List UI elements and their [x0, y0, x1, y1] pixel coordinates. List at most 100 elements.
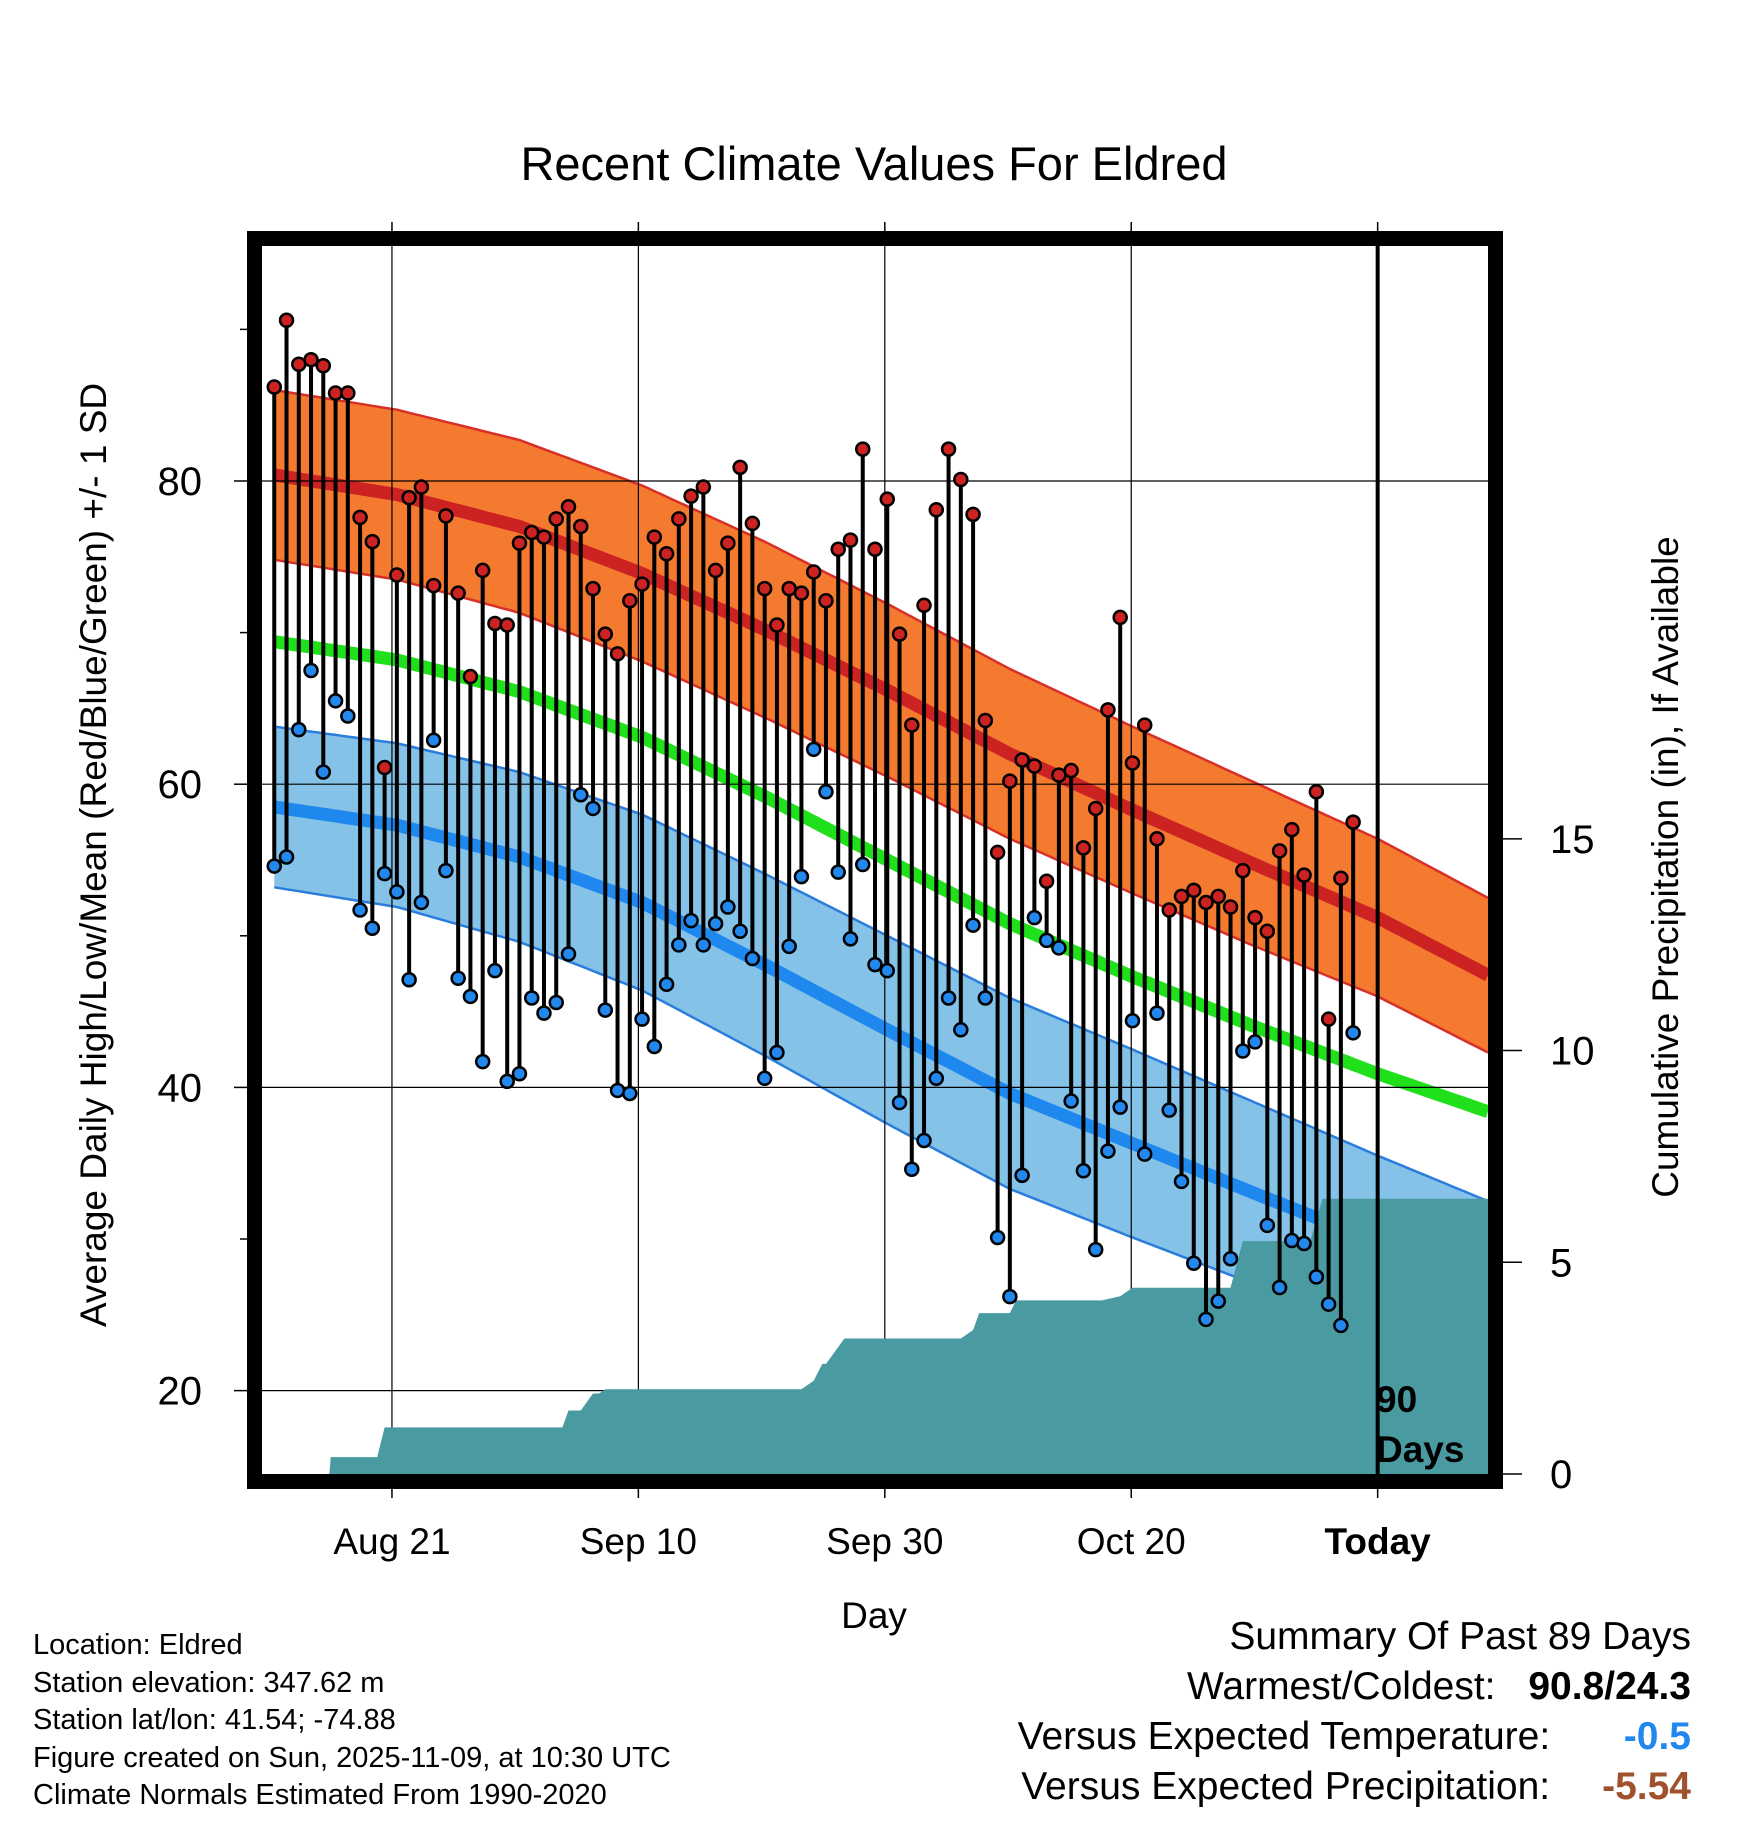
- daily-low-point: [438, 862, 454, 879]
- daily-high-point: [438, 508, 454, 524]
- daily-low-point: [573, 787, 589, 803]
- daily-high-point: [474, 562, 491, 579]
- daily-high-point: [1222, 899, 1239, 915]
- low-sd-upper-edge: [274, 725, 1488, 1203]
- daily-high-point: [1038, 873, 1055, 889]
- daily-low-point: [1235, 1043, 1251, 1059]
- y2-tick-label: 0: [1550, 1453, 1572, 1497]
- daily-high-point: [1284, 821, 1300, 838]
- daily-high-point: [1002, 773, 1018, 789]
- daily-low-point: [1063, 1093, 1079, 1109]
- daily-high-point: [1173, 888, 1190, 905]
- station-info: Location: Eldred Station elevation: 347.…: [33, 1627, 671, 1815]
- daily-low-point: [634, 1011, 650, 1027]
- daily-low-point: [1136, 1146, 1153, 1162]
- daily-high-point: [1247, 909, 1263, 926]
- daily-low-point: [818, 784, 834, 800]
- daily-high-point: [1063, 762, 1079, 779]
- normal-high-line: [273, 468, 1488, 981]
- daily-low-point: [793, 868, 810, 885]
- cumulative-precip-area: [274, 1198, 1488, 1474]
- daily-low-point: [1112, 1099, 1128, 1115]
- daily-low-point: [940, 990, 957, 1006]
- daily-high-point: [1333, 870, 1349, 886]
- today-days-label-2: Days: [1376, 1429, 1464, 1470]
- info-elevation: Station elevation: 347.62 m: [33, 1666, 385, 1699]
- summary-temp-label: Versus Expected Temperature:: [1017, 1715, 1551, 1758]
- daily-high-point: [658, 546, 675, 562]
- daily-low-point: [1271, 1279, 1288, 1296]
- daily-high-point: [487, 615, 503, 632]
- daily-low-point: [1173, 1173, 1190, 1190]
- daily-low-point: [1198, 1311, 1214, 1328]
- daily-low-point: [474, 1053, 491, 1070]
- daily-low-point: [597, 1002, 614, 1018]
- x-axis-label: Day: [841, 1595, 907, 1636]
- summary-warmest-value: 90.8/24.3: [1528, 1665, 1691, 1708]
- daily-high-point: [1136, 717, 1153, 733]
- daily-high-point: [1271, 843, 1288, 859]
- daily-high-point: [499, 617, 515, 633]
- x-tick-label: Sep 10: [580, 1521, 697, 1562]
- daily-low-point: [989, 1229, 1006, 1246]
- daily-high-point: [352, 509, 368, 526]
- daily-high-point: [1026, 758, 1043, 774]
- daily-high-point: [891, 626, 908, 642]
- daily-low-point: [622, 1085, 638, 1102]
- daily-low-point: [1210, 1293, 1227, 1309]
- daily-high-point: [683, 488, 699, 504]
- daily-high-point: [904, 717, 920, 733]
- daily-low-point: [401, 972, 417, 988]
- y-axis-label: Average Daily High/Low/Mean (Red/Blue/Gr…: [73, 383, 114, 1327]
- daily-high-point: [1161, 902, 1177, 918]
- info-normals: Climate Normals Estimated From 1990-2020: [33, 1779, 607, 1811]
- daily-low-point: [842, 931, 859, 947]
- daily-low-point: [278, 849, 295, 865]
- high-sd-upper-edge: [274, 388, 1488, 899]
- y2-tick-label: 10: [1550, 1030, 1595, 1074]
- daily-low-point: [1087, 1241, 1104, 1258]
- daily-low-point: [953, 1022, 969, 1038]
- daily-low-point: [303, 662, 319, 679]
- daily-low-point: [695, 937, 712, 953]
- daily-low-point: [1124, 1012, 1141, 1029]
- daily-low-point: [425, 732, 442, 748]
- summary-precip-value: -5.54: [1602, 1765, 1691, 1808]
- daily-low-point: [658, 976, 675, 993]
- daily-low-point: [1100, 1143, 1116, 1159]
- daily-low-point: [1320, 1296, 1337, 1312]
- daily-high-point: [1308, 784, 1325, 800]
- daily-low-point: [965, 917, 981, 933]
- daily-low-point: [315, 764, 332, 780]
- daily-high-point: [646, 529, 663, 545]
- daily-low-point: [340, 708, 356, 724]
- daily-high-point: [450, 585, 466, 601]
- daily-low-point: [1333, 1317, 1349, 1334]
- daily-low-point: [462, 988, 479, 1005]
- daily-high-point: [1075, 840, 1092, 856]
- daily-high-point: [536, 529, 552, 545]
- high-sd-lower-edge: [274, 558, 1488, 1054]
- daily-low-point: [891, 1094, 908, 1111]
- daily-low-point: [744, 950, 761, 967]
- daily-low-point: [1247, 1034, 1263, 1050]
- daily-low-point: [585, 800, 601, 817]
- daily-low-point: [854, 856, 871, 873]
- daily-low-point: [1308, 1269, 1325, 1285]
- daily-low-point: [756, 1070, 773, 1087]
- daily-high-point: [695, 479, 712, 495]
- x-tick-label: Aug 21: [333, 1521, 450, 1562]
- daily-low-point: [781, 938, 797, 955]
- daily-high-point: [1087, 800, 1104, 817]
- today-days-label-1: 90: [1376, 1379, 1417, 1420]
- daily-high-point: [953, 471, 969, 488]
- daily-high-point: [879, 491, 896, 507]
- daily-low-point: [879, 962, 896, 979]
- daily-low-point: [364, 920, 381, 936]
- daily-low-point: [327, 693, 344, 709]
- summary-panel: Summary Of Past 89 Days Warmest/Coldest:…: [1018, 1612, 1691, 1812]
- daily-high-point: [1198, 894, 1214, 911]
- daily-high-point: [303, 351, 319, 368]
- daily-high-point: [756, 580, 773, 597]
